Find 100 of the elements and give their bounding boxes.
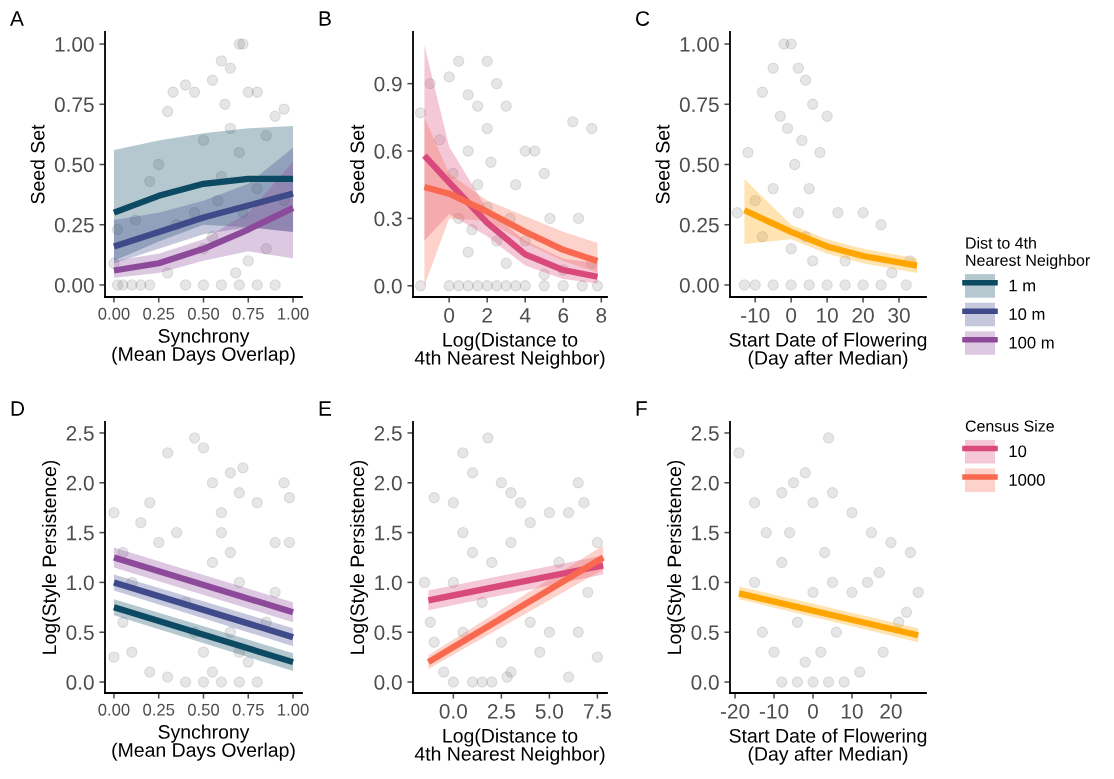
point	[462, 280, 474, 292]
point	[543, 506, 556, 519]
chart-title: C	[636, 11, 650, 26]
point	[278, 103, 290, 115]
point	[466, 546, 479, 559]
point	[567, 116, 579, 128]
point	[197, 646, 210, 658]
y-tick-label: 0.6	[374, 144, 402, 159]
y-tick-label: 1.5	[67, 525, 94, 541]
point	[572, 212, 585, 225]
x-tick-label: -20	[720, 703, 750, 719]
point	[197, 279, 210, 291]
point	[538, 167, 550, 180]
y-tick-label: 2.0	[374, 475, 402, 491]
point	[278, 477, 290, 489]
point	[768, 646, 780, 658]
point	[144, 666, 156, 678]
point	[861, 576, 874, 589]
x-tick-label: 0.50	[187, 703, 220, 716]
legend-label: 10 m	[1009, 308, 1045, 321]
point	[457, 447, 469, 459]
point	[524, 616, 536, 628]
x-tick-label: 0	[444, 307, 455, 323]
point	[215, 676, 228, 688]
point	[471, 100, 484, 112]
point	[799, 656, 811, 668]
point	[519, 145, 531, 157]
point	[466, 676, 479, 688]
x-tick-label: 0.00	[98, 703, 130, 716]
point	[756, 86, 769, 98]
point	[505, 487, 517, 499]
point	[781, 122, 794, 135]
point	[807, 255, 819, 267]
point	[591, 651, 604, 663]
y-axis-title: Seed Set	[349, 124, 365, 204]
point	[197, 676, 210, 688]
x-tick-label: -10	[759, 703, 789, 719]
x-tick-label: 0.0	[439, 703, 467, 719]
x-tick-label: 10	[841, 703, 863, 719]
point	[443, 280, 455, 292]
point	[179, 279, 192, 291]
point	[179, 79, 192, 91]
point	[799, 74, 812, 86]
y-tick-label: 1.5	[375, 525, 402, 541]
point	[242, 255, 254, 267]
point	[838, 676, 850, 688]
point	[476, 676, 488, 688]
chart-title: F	[636, 401, 647, 416]
point	[807, 586, 819, 599]
point	[796, 134, 808, 147]
legend-title: Census Size	[965, 420, 1054, 432]
x-tick-label: 20	[880, 703, 902, 719]
point	[591, 280, 604, 292]
point	[452, 280, 465, 292]
point	[814, 146, 826, 159]
point	[582, 586, 594, 599]
y-tick-label: 1.00	[55, 37, 94, 52]
point	[826, 576, 839, 589]
y-axis-title: Seed Set	[30, 124, 45, 204]
point	[215, 526, 228, 539]
point	[233, 487, 246, 499]
point	[501, 671, 513, 683]
point	[803, 182, 815, 195]
x-tick-label: 0.25	[143, 703, 175, 716]
point	[269, 536, 281, 549]
x-tick-label: 10	[817, 307, 838, 323]
chart-title: B	[319, 11, 331, 26]
y-tick-label: 0.00	[54, 277, 94, 293]
x-axis-title: Start Date of Flowering (Day after Median)	[729, 332, 927, 369]
point	[900, 279, 912, 291]
point	[538, 280, 550, 292]
point	[251, 86, 263, 98]
point	[428, 636, 440, 648]
point	[167, 86, 179, 98]
point	[462, 89, 474, 101]
point	[792, 206, 805, 219]
y-tick-label: 1.0	[67, 575, 94, 591]
point	[188, 86, 201, 98]
x-tick-label: 20	[852, 307, 874, 323]
x-axis-title: Synchrony (Mean Days Overlap)	[112, 724, 295, 761]
y-tick-label: 0.3	[374, 211, 402, 227]
point	[818, 546, 831, 559]
point	[188, 432, 201, 444]
x-tick-label: -10	[741, 307, 770, 323]
y-tick-label: 2.5	[374, 425, 402, 441]
point	[760, 526, 772, 539]
point	[283, 536, 296, 549]
x-tick-label: 2.5	[487, 703, 515, 719]
point	[126, 646, 138, 658]
point	[251, 496, 263, 509]
point	[215, 506, 228, 519]
point	[792, 62, 805, 74]
x-tick-label: 0.00	[98, 307, 130, 320]
y-tick-label: 0.25	[54, 217, 94, 233]
point	[822, 432, 835, 444]
point	[807, 676, 819, 688]
point	[875, 219, 887, 231]
point	[742, 146, 754, 159]
point	[428, 492, 440, 504]
x-tick-label: 1.00	[278, 307, 309, 320]
